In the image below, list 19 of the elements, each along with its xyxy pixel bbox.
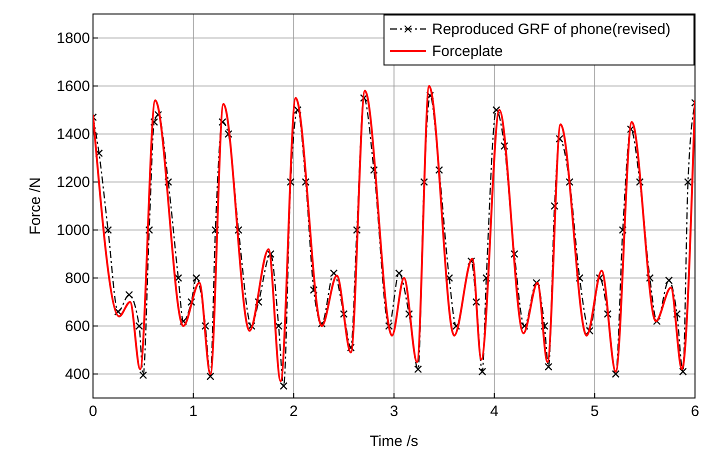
x-tick-label: 3 <box>390 403 398 420</box>
legend-label: Forceplate <box>432 43 503 60</box>
x-axis-title: Time /s <box>370 433 418 450</box>
y-axis-title: Force /N <box>27 177 44 235</box>
legend-label: Reproduced GRF of phone(revised) <box>432 21 670 38</box>
y-tick-label: 1400 <box>56 126 90 143</box>
y-tick-label: 1200 <box>56 174 90 191</box>
x-tick-label: 5 <box>590 403 599 420</box>
x-tick-label: 1 <box>189 403 198 420</box>
y-tick-label: 800 <box>64 270 90 287</box>
y-tick-label: 400 <box>64 366 90 383</box>
x-tick-label: 0 <box>88 403 98 420</box>
y-tick-label: 1000 <box>56 222 90 239</box>
x-tick-label: 6 <box>690 403 700 420</box>
x-tick-label: 2 <box>289 403 298 420</box>
x-tick-label: 4 <box>490 403 499 420</box>
y-tick-label: 600 <box>64 318 90 335</box>
y-tick-label: 1600 <box>56 78 90 95</box>
y-tick-label: 1800 <box>56 30 90 47</box>
